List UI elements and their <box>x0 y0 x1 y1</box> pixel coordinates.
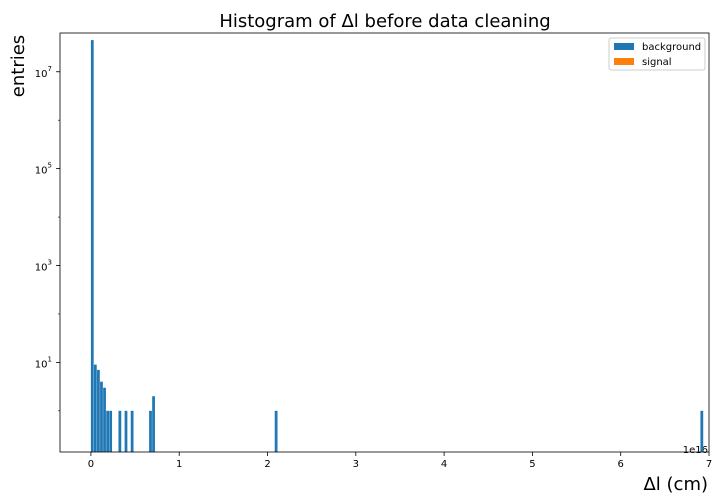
histogram-bar-background-3 <box>100 381 103 452</box>
histogram-bar-background-0 <box>90 40 94 452</box>
histogram-bar-background-11 <box>152 396 155 452</box>
x-axis-label: Δl (cm) <box>643 474 708 495</box>
y-tick-label-0: 101 <box>35 355 52 370</box>
histogram-bar-background-4 <box>103 387 106 452</box>
legend-swatch-signal <box>614 58 634 65</box>
y-tick-label-2: 105 <box>35 162 52 177</box>
plot-area: 0 1 2 3 4 5 6 7 101 103 105 107 <box>35 32 712 470</box>
histogram-bar-background-2 <box>97 369 100 452</box>
histogram-bar-background-12 <box>274 410 278 452</box>
histogram-bar-background-9 <box>130 410 134 452</box>
legend-label-background: background <box>642 42 701 53</box>
x-tick-label-5: 5 <box>529 459 535 470</box>
legend-swatch-background <box>614 43 634 50</box>
x-tick-label-1: 1 <box>176 459 182 470</box>
histogram-bar-background-5 <box>106 410 109 452</box>
histogram-bar-background-6 <box>109 410 113 452</box>
x-tick-label-3: 3 <box>353 459 359 470</box>
x-offset-label: 1e16 <box>683 445 708 456</box>
legend-label-signal: signal <box>642 57 672 68</box>
x-tick-label-6: 6 <box>618 459 624 470</box>
chart-title: Histogram of Δl before data cleaning <box>219 11 550 32</box>
y-tick-label-1: 103 <box>35 259 52 274</box>
histogram-bar-background-10 <box>149 410 152 452</box>
y-tick-label-3: 107 <box>35 65 52 80</box>
x-tick-label-0: 0 <box>88 459 94 470</box>
plot-frame <box>59 32 710 453</box>
histogram-bar-background-1 <box>93 364 97 452</box>
legend: background signal <box>608 37 706 71</box>
y-axis-label: entries <box>8 35 29 97</box>
histogram-bar-background-8 <box>124 410 128 452</box>
x-tick-label-4: 4 <box>441 459 447 470</box>
x-tick-label-7: 7 <box>706 459 712 470</box>
histogram-bar-background-13 <box>700 410 704 452</box>
x-tick-label-2: 2 <box>264 459 270 470</box>
histogram-bar-background-7 <box>118 410 122 452</box>
